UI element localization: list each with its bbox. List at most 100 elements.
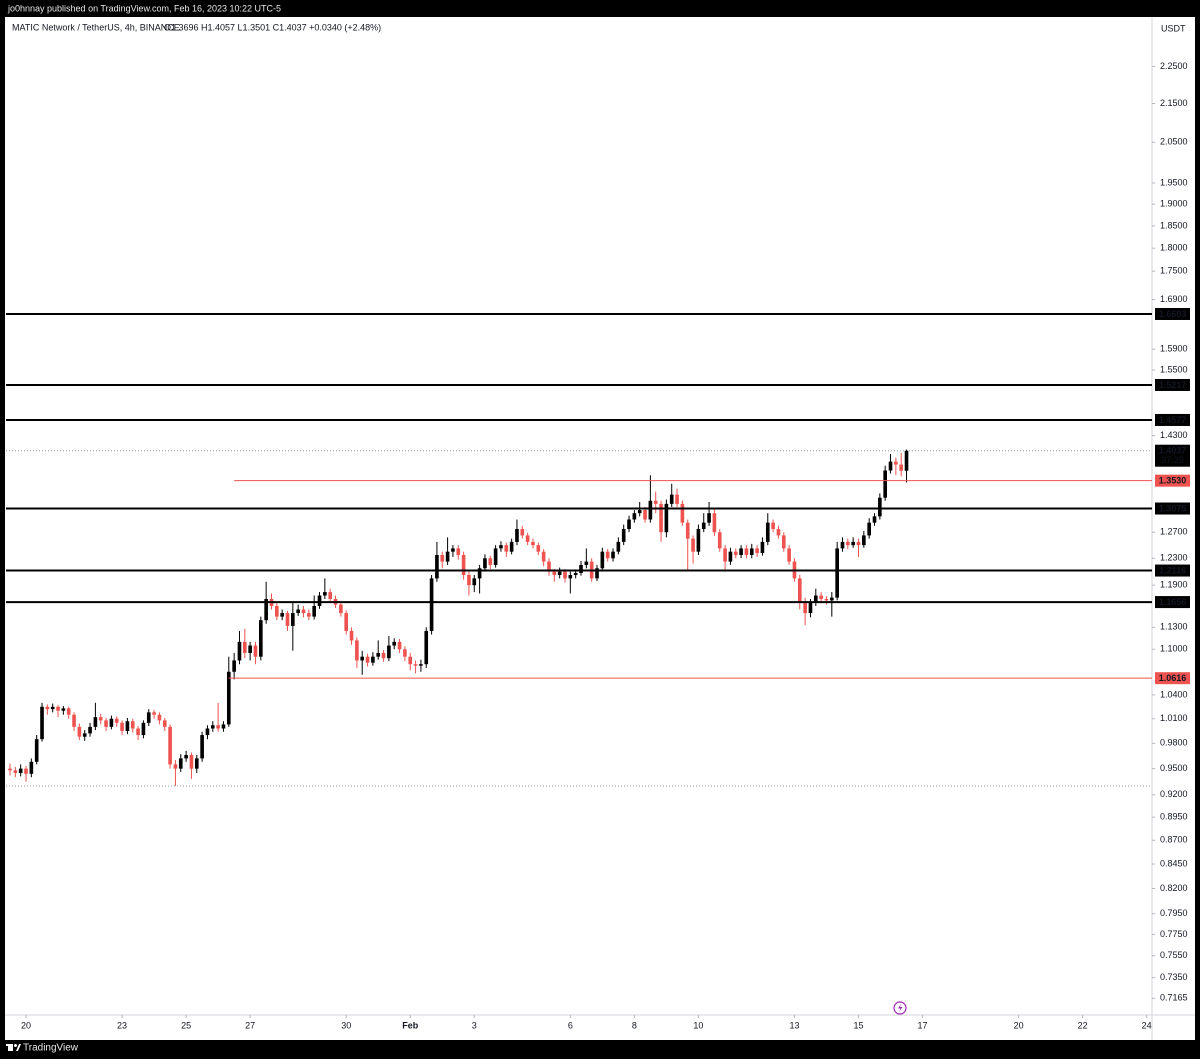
candle-body [307, 613, 311, 617]
candle-body [157, 714, 162, 721]
candle-body [659, 503, 663, 533]
candle-body [210, 725, 215, 729]
y-tick-label: 0.7350 [1160, 972, 1188, 982]
candle-body [894, 461, 898, 465]
candle-body [691, 538, 695, 552]
candle-body [152, 712, 156, 715]
x-tick-label: 22 [1078, 1020, 1088, 1030]
candle-body [397, 641, 402, 650]
candle-body [568, 575, 573, 579]
replay-icon [893, 1001, 907, 1015]
candle-body [547, 561, 551, 572]
candle-body [707, 513, 711, 523]
candle-body [573, 572, 578, 576]
candle-body [525, 535, 530, 542]
x-tick-label: 17 [918, 1020, 928, 1030]
y-tick-label: 1.9500 [1160, 177, 1188, 187]
candle-body [50, 706, 55, 710]
candle-body [627, 519, 631, 530]
candle-body [173, 764, 178, 769]
candle-body [675, 494, 679, 504]
x-tick-label: 10 [693, 1020, 703, 1030]
candle-body [77, 726, 82, 737]
candle-body [557, 571, 562, 576]
y-tick-label: 0.7950 [1160, 908, 1188, 918]
candle-body [584, 561, 589, 565]
candle-body [509, 541, 514, 552]
y-tick-label: 0.7550 [1160, 950, 1188, 960]
candle-body [669, 494, 674, 504]
x-tick-label: 6 [568, 1020, 573, 1030]
chart-panel [5, 17, 1195, 1040]
candle-body [355, 640, 359, 661]
candle-body [18, 768, 23, 773]
candle-body [733, 551, 738, 555]
candle-body [493, 548, 498, 565]
y-tick-label: 1.1900 [1160, 580, 1188, 590]
y-tick-label: 1.1300 [1160, 622, 1188, 632]
tv-logo [6, 1044, 21, 1051]
candle-body [872, 516, 877, 523]
candle-body [344, 613, 349, 631]
candle-body [312, 605, 316, 617]
candle-body [93, 717, 98, 727]
logo-part [16, 1044, 21, 1051]
candle-body [755, 548, 759, 553]
candle-body [520, 529, 525, 536]
candle-body [66, 708, 71, 715]
plot-area [6, 312, 1152, 787]
candle-body [813, 595, 818, 603]
candle-body [72, 714, 76, 727]
candle-body [632, 513, 637, 520]
candle-body [856, 541, 861, 546]
level-label: 1.0616 [1159, 673, 1187, 683]
candle-body [808, 602, 813, 614]
candle-body [467, 575, 471, 586]
candle-body [456, 548, 461, 555]
candle-body [328, 592, 333, 600]
candle-body [680, 503, 685, 523]
candle-body [114, 718, 119, 723]
candle-body [440, 554, 445, 562]
candle-body [392, 641, 397, 646]
icon-bolt [898, 1004, 903, 1012]
x-tick-label: 24 [1142, 1020, 1152, 1030]
candle-body [712, 513, 717, 533]
x-tick-label: 27 [245, 1020, 255, 1030]
y-tick-label: 0.7165 [1160, 993, 1188, 1003]
x-tick-label: 13 [789, 1020, 799, 1030]
candle-body [248, 645, 252, 653]
y-tick-label: 1.2700 [1160, 527, 1188, 537]
candle-body [760, 541, 765, 553]
candle-body [829, 597, 834, 601]
level-label-box [1155, 307, 1190, 320]
y-tick-label: 0.7750 [1160, 929, 1188, 939]
candle-body [600, 551, 605, 569]
candle-body [29, 761, 34, 774]
candle-body [515, 529, 519, 542]
candle-body [371, 656, 375, 663]
candle-body [189, 755, 194, 769]
candle-body [797, 578, 802, 603]
candle-body [88, 726, 92, 734]
y-tick-label: 1.8500 [1160, 220, 1188, 230]
y-tick-label: 2.0500 [1160, 137, 1188, 147]
x-tick-label: Feb [402, 1020, 419, 1030]
y-tick-label: 0.8200 [1160, 883, 1188, 893]
candle-body [130, 721, 135, 729]
candle-body [648, 500, 653, 520]
candle-body [664, 503, 669, 533]
level-label: 1.5217 [1159, 380, 1187, 390]
candle-body [653, 500, 658, 504]
candle-body [541, 551, 546, 562]
last-price-label: 1.4037 [1159, 446, 1187, 456]
candle-body [162, 720, 167, 727]
candle-body [141, 722, 146, 736]
candle-body [317, 595, 322, 606]
candle-body [264, 599, 268, 621]
countdown-label: 37:29 [1161, 455, 1184, 465]
candle-body [360, 656, 365, 661]
candle-body [643, 510, 647, 520]
publish-header: jo0hnnay published on TradingView.com, F… [7, 3, 281, 13]
